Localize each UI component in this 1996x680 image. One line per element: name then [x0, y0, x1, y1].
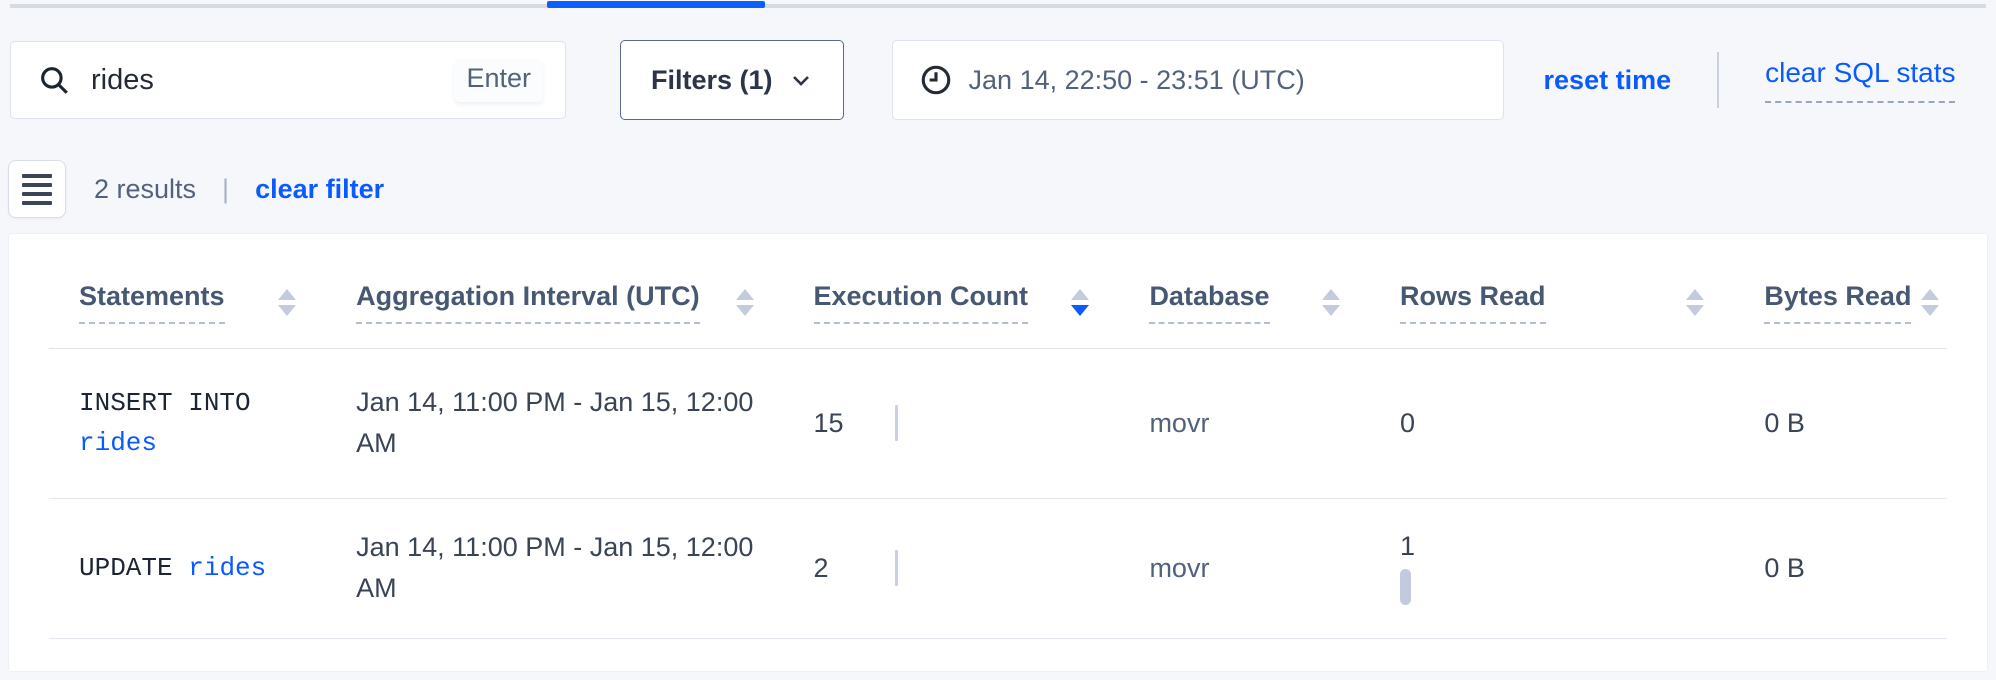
execution-count-bar [894, 550, 898, 586]
execution-count-cell: 2 [814, 550, 1090, 586]
time-range-picker[interactable]: Jan 14, 22:50 - 23:51 (UTC) [891, 40, 1504, 120]
statement-text: UPDATE [79, 553, 173, 583]
clear-sql-stats-link[interactable]: clear SQL stats [1765, 57, 1956, 103]
aggregation-interval-cell: Jan 14, 11:00 PM - Jan 15, 12:00 AM [356, 387, 754, 458]
execution-count-cell: 15 [814, 405, 1090, 441]
bytes-read-cell: 0 B [1734, 498, 1947, 639]
statement-link[interactable]: rides [79, 428, 158, 458]
column-header-statements[interactable]: Statements [49, 234, 327, 349]
results-divider: | [222, 173, 230, 204]
toolbar: Enter Filters (1) Jan 14, 22:50 - 23:51 … [10, 40, 1986, 120]
results-bar: 2 results | clear filter [8, 160, 384, 218]
toolbar-divider [1717, 52, 1720, 108]
filters-label: Filters (1) [651, 64, 773, 95]
clock-icon [919, 63, 953, 97]
enter-key-hint: Enter [454, 58, 543, 102]
database-cell: movr [1119, 348, 1370, 499]
execution-count-bar [894, 405, 898, 441]
sort-icon[interactable] [1686, 288, 1705, 316]
list-icon [22, 173, 52, 205]
rows-read-cell: 1 [1399, 531, 1704, 605]
rows-read-cell: 0 [1399, 407, 1415, 438]
table-row: INSERT INTO rides Jan 14, 11:00 PM - Jan… [49, 348, 1947, 499]
bytes-read-cell: 0 B [1734, 348, 1947, 499]
statement-link[interactable]: rides [188, 553, 267, 583]
column-header-execution-count[interactable]: Execution Count [783, 234, 1120, 349]
sort-icon-active-desc[interactable] [1071, 288, 1090, 316]
database-cell: movr [1119, 498, 1370, 639]
statements-table: Statements Aggregation Interval (UTC) Ex… [49, 234, 1947, 639]
statement-cell: INSERT INTO rides [79, 383, 296, 463]
column-header-database[interactable]: Database [1119, 234, 1370, 349]
clear-filter-link[interactable]: clear filter [255, 173, 385, 204]
table-row: UPDATE rides Jan 14, 11:00 PM - Jan 15, … [49, 498, 1947, 639]
tab-bar-divider [10, 4, 1986, 8]
chevron-down-icon [789, 68, 813, 92]
sort-icon[interactable] [735, 288, 754, 316]
sort-icon[interactable] [1321, 288, 1340, 316]
column-header-rows-read[interactable]: Rows Read [1369, 234, 1735, 349]
search-box[interactable]: Enter [10, 41, 566, 119]
sort-icon[interactable] [278, 288, 297, 316]
aggregation-interval-cell: Jan 14, 11:00 PM - Jan 15, 12:00 AM [356, 532, 754, 603]
statement-text: INSERT INTO [79, 388, 251, 418]
column-selector-button[interactable] [8, 160, 66, 218]
statements-table-card: Statements Aggregation Interval (UTC) Ex… [8, 233, 1988, 672]
column-header-aggregation-interval[interactable]: Aggregation Interval (UTC) [326, 234, 784, 349]
results-count: 2 results [94, 173, 197, 204]
search-icon [37, 63, 71, 97]
statement-cell: UPDATE rides [79, 548, 296, 588]
active-tab-indicator [547, 1, 765, 8]
reset-time-link[interactable]: reset time [1543, 64, 1672, 95]
column-header-bytes-read[interactable]: Bytes Read [1734, 234, 1947, 349]
table-header-row: Statements Aggregation Interval (UTC) Ex… [49, 234, 1947, 349]
time-range-label: Jan 14, 22:50 - 23:51 (UTC) [968, 64, 1305, 95]
sort-icon[interactable] [1921, 288, 1940, 316]
rows-read-bar [1399, 569, 1411, 605]
filters-button[interactable]: Filters (1) [620, 40, 844, 120]
search-input[interactable] [91, 63, 455, 97]
